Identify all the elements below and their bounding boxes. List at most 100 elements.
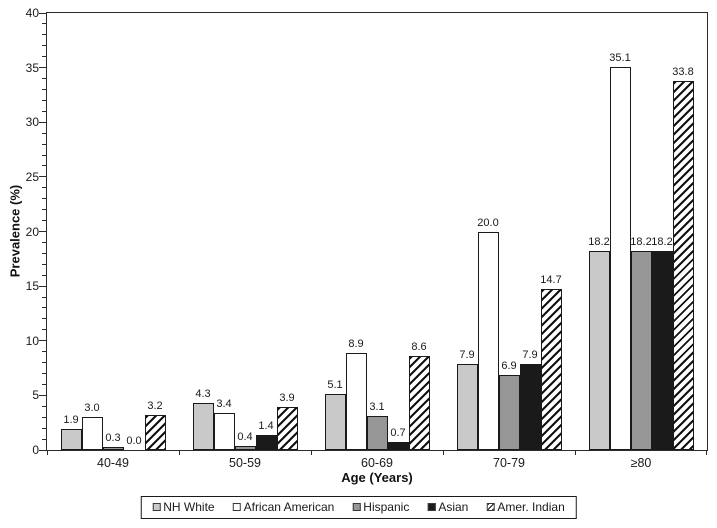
y-axis-minor-tick (42, 362, 47, 364)
bar-value-label: 1.4 (258, 419, 274, 432)
legend-item: NH White (152, 500, 215, 514)
x-axis-tick (575, 450, 576, 455)
y-axis-minor-tick (42, 34, 47, 36)
legend-swatch-icon (427, 503, 436, 511)
x-axis-tick (706, 450, 707, 455)
bar (477, 231, 499, 450)
x-axis-tick (47, 450, 48, 455)
y-axis-minor-tick (42, 438, 47, 440)
bar (345, 352, 367, 450)
y-axis-major-tick (39, 231, 47, 232)
legend-label: African American (243, 500, 335, 514)
y-axis-minor-tick (42, 296, 47, 298)
y-axis-minor-tick (42, 307, 47, 309)
y-axis-minor-tick (42, 88, 47, 90)
bar-value-label: 3.1 (369, 401, 385, 414)
legend-label: NH White (163, 500, 215, 514)
legend-swatch-icon (352, 503, 361, 511)
y-axis-major-tick (39, 394, 47, 396)
legend-label: Hispanic (363, 500, 410, 514)
y-tick-label: 0 (32, 443, 39, 457)
y-axis-major-tick (39, 12, 47, 14)
legend-label: Amer. Indian (497, 500, 565, 514)
legend-swatch-icon (152, 503, 161, 511)
bar-value-label: 35.1 (609, 51, 631, 64)
y-axis-minor-tick (42, 45, 47, 47)
bar-value-label: 0.3 (105, 431, 121, 444)
bar-value-label: 4.3 (195, 388, 211, 401)
y-tick-label: 35 (25, 60, 39, 75)
y-axis-major-tick (39, 176, 47, 178)
y-tick-label: 25 (25, 169, 39, 184)
bar (588, 251, 610, 450)
y-axis-minor-tick (42, 383, 47, 385)
bar-value-label: 3.9 (279, 392, 295, 405)
bar-value-label: 3.0 (84, 402, 100, 415)
plot-area: 0 5 10 15 20 25 30 35 40 40-49 50-59 60-69 70-79 ≥80 1… (26, 6, 708, 470)
y-axis-minor-tick (42, 351, 47, 353)
bar (630, 251, 652, 450)
y-axis-minor-tick (42, 154, 47, 156)
y-axis-minor-tick (42, 241, 47, 243)
y-tick-label: 20 (25, 224, 39, 239)
bar-value-label: 6.9 (501, 359, 517, 372)
category-label: ≥80 (630, 456, 652, 470)
bar (456, 363, 478, 450)
y-axis-minor-tick (42, 56, 47, 58)
y-axis-minor-tick (42, 187, 47, 189)
legend-item: Amer. Indian (486, 500, 565, 514)
y-axis-minor-tick (42, 263, 47, 265)
bar (519, 363, 541, 450)
y-tick-label: 5 (32, 388, 39, 403)
bar-value-label: 0.4 (237, 430, 253, 443)
bar-value-label: 8.9 (348, 337, 364, 350)
bar-value-label: 18.2 (630, 236, 652, 249)
y-axis-minor-tick (42, 132, 47, 134)
bar-value-label: 3.2 (147, 400, 163, 413)
bar (213, 412, 235, 450)
bar-value-label: 0.0 (126, 435, 142, 447)
y-axis-minor-tick (42, 427, 47, 429)
y-axis-minor-tick (42, 274, 47, 276)
bar-value-label: 18.2 (588, 236, 610, 249)
legend-label: Asian (438, 500, 469, 514)
bar (255, 434, 277, 450)
bar (498, 374, 520, 450)
bar-value-label: 0.7 (390, 427, 406, 440)
y-axis-minor-tick (42, 329, 47, 331)
x-axis-title: Age (Years) (341, 470, 413, 485)
bar-value-label: 8.6 (411, 341, 427, 354)
x-axis-tick (311, 450, 312, 455)
legend-item: African American (232, 500, 335, 514)
legend-swatch-icon (486, 503, 495, 511)
y-axis-major-tick (39, 449, 47, 451)
y-axis-minor-tick (42, 198, 47, 200)
legend-item: Asian (427, 500, 468, 514)
y-axis-minor-tick (42, 416, 47, 418)
bar-value-label: 7.9 (522, 348, 538, 361)
bar-value-label: 18.2 (651, 236, 673, 249)
y-axis-minor-tick (42, 78, 47, 80)
bar (366, 416, 388, 450)
y-axis-major-tick (39, 67, 47, 69)
category-label: 40-49 (97, 456, 129, 470)
y-axis-minor-tick (42, 110, 47, 112)
bar (144, 415, 166, 450)
bar (651, 251, 673, 450)
bar (234, 445, 256, 450)
y-axis-minor-tick (42, 405, 47, 407)
bar (81, 417, 103, 450)
bar-value-label: 1.9 (63, 414, 79, 427)
bar-value-label: 5.1 (327, 379, 343, 392)
y-axis-title: Prevalence (%) (7, 184, 23, 278)
y-axis-minor-tick (42, 143, 47, 145)
y-axis-major-tick (39, 285, 47, 287)
bar (276, 407, 298, 450)
bar (387, 442, 409, 450)
legend-item: Hispanic (352, 500, 409, 514)
y-tick-label: 10 (25, 333, 39, 348)
bar (192, 403, 214, 450)
y-axis-minor-tick (42, 99, 47, 101)
y-axis-minor-tick (42, 209, 47, 211)
